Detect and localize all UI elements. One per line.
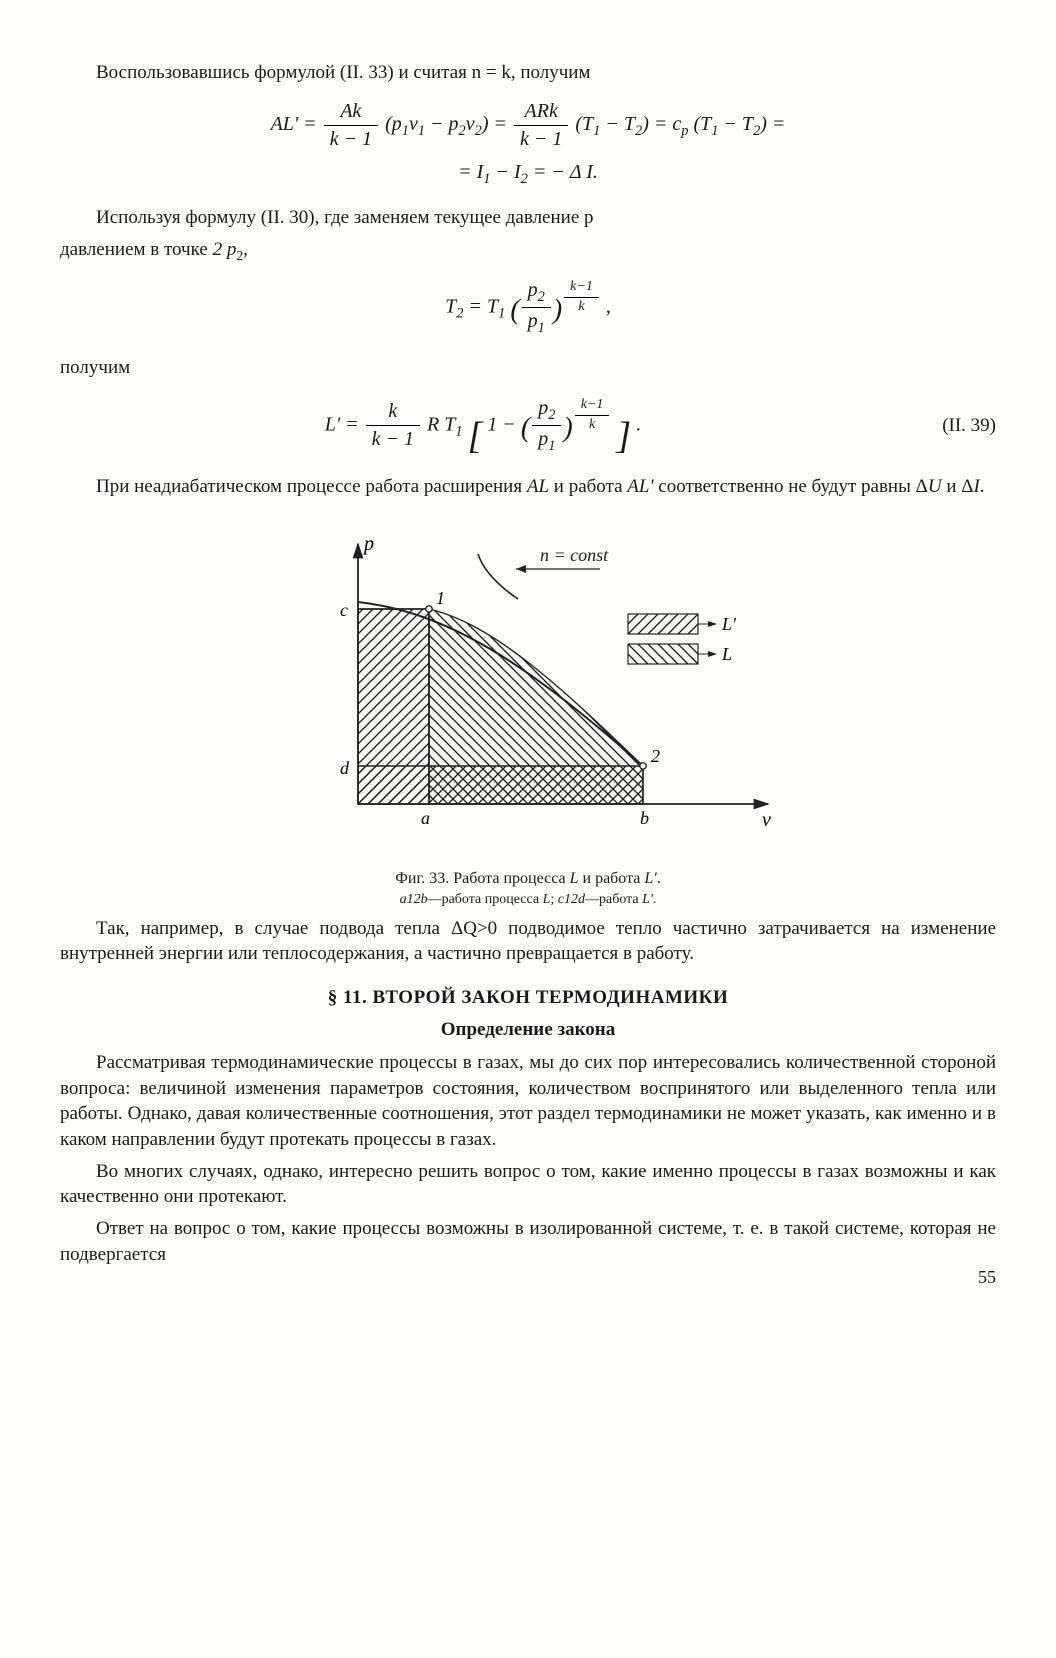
- figure-33: n = const p v c 1 2 d a b L' L Фиг. 33. Работа про…: [60, 514, 996, 910]
- figure-33-caption-line2: a12b—работа процесса L; c12d—работа L'.: [60, 890, 996, 910]
- svg-text:1: 1: [436, 588, 445, 608]
- svg-text:n = const: n = const: [540, 545, 609, 565]
- paragraph-delta-Q: Так, например, в случае подвода тепла ΔQ…: [60, 916, 996, 967]
- svg-text:d: d: [340, 758, 350, 778]
- svg-text:b: b: [640, 808, 649, 828]
- equation-AL-prime: AL' = Akk − 1 (p1v1 − p2v2) = ARkk − 1 (…: [60, 98, 996, 189]
- equation-L-prime-row: L' = kk − 1 R T1 [ 1 − (p2p1)k−1k ] . (I…: [60, 395, 996, 457]
- paragraph-5: Рассматривая термодинамические процессы …: [60, 1050, 996, 1153]
- svg-text:c: c: [340, 600, 348, 620]
- svg-text:L: L: [721, 644, 732, 664]
- paragraph-p-replace-1: Используя формулу (II. 30), где заменяем…: [60, 205, 996, 231]
- equation-number-II39: (II. 39): [906, 413, 996, 439]
- equation-AL-prime-line2: = I1 − I2 = − Δ I.: [60, 159, 996, 189]
- subheading-definition: Определение закона: [60, 1017, 996, 1043]
- page-number: 55: [978, 1265, 996, 1289]
- paragraph-7: Ответ на вопрос о том, какие процессы во…: [60, 1216, 996, 1267]
- svg-text:a: a: [421, 808, 430, 828]
- paragraph-p-replace-2: давлением в точке 2 p2,: [60, 237, 996, 265]
- equation-AL-prime-line1: AL' = Akk − 1 (p1v1 − p2v2) = ARkk − 1 (…: [60, 98, 996, 153]
- equation-L-prime: L' = kk − 1 R T1 [ 1 − (p2p1)k−1k ] .: [60, 395, 906, 457]
- svg-text:L': L': [721, 614, 737, 634]
- paragraph-poluchim: получим: [60, 355, 996, 381]
- svg-text:2: 2: [651, 746, 660, 766]
- svg-text:v: v: [762, 809, 771, 831]
- section-heading-11: § 11. ВТОРОЙ ЗАКОН ТЕРМОДИНАМИКИ: [60, 985, 996, 1011]
- equation-T2: T2 = T1 (p2p1)k−1k ,: [60, 277, 996, 339]
- paragraph-non-adiabatic: При неадиабатическом процессе работа рас…: [60, 474, 996, 500]
- paragraph-6: Во многих случаях, однако, интересно реш…: [60, 1159, 996, 1210]
- paragraph-intro: Воспользовавшись формулой (II. 33) и счи…: [60, 60, 996, 86]
- figure-33-caption-line1: Фиг. 33. Работа процесса L и работа L'.: [60, 868, 996, 890]
- svg-text:p: p: [362, 533, 374, 555]
- figure-33-svg: n = const p v c 1 2 d a b L' L: [248, 514, 808, 854]
